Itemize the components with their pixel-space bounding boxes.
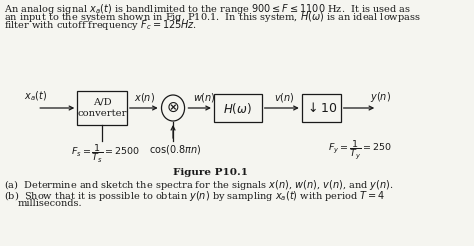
Text: an input to the system shown in Fig. P10.1.  In this system, $H(\omega)$ is an i: an input to the system shown in Fig. P10…: [4, 10, 421, 24]
Text: (b)  Show that it is possible to obtain $y(n)$ by sampling $x_a(t)$ with period : (b) Show that it is possible to obtain $…: [4, 189, 385, 203]
Text: $H(\omega)$: $H(\omega)$: [223, 101, 252, 116]
Text: $\cos(0.8\pi n)$: $\cos(0.8\pi n)$: [148, 143, 201, 156]
Text: A/D
converter: A/D converter: [77, 98, 127, 118]
Text: $\otimes$: $\otimes$: [166, 100, 180, 115]
Text: $x(n)$: $x(n)$: [134, 91, 155, 104]
Text: $v(n)$: $v(n)$: [273, 91, 294, 104]
Text: milliseconds.: milliseconds.: [18, 199, 82, 208]
Bar: [302, 94, 341, 122]
Text: $F_s = \dfrac{1}{T_s} = 2500$: $F_s = \dfrac{1}{T_s} = 2500$: [71, 143, 140, 166]
Circle shape: [162, 95, 184, 121]
Text: $w(n)$: $w(n)$: [192, 91, 216, 104]
Text: (a)  Determine and sketch the spectra for the signals $x(n)$, $w(n)$, $v(n)$, an: (a) Determine and sketch the spectra for…: [4, 178, 394, 192]
Text: filter with cutoff frequency $F_c = 125Hz$.: filter with cutoff frequency $F_c = 125H…: [4, 18, 198, 32]
Text: Figure P10.1: Figure P10.1: [173, 168, 248, 177]
Bar: [77, 91, 127, 125]
Text: $y(n)$: $y(n)$: [370, 90, 391, 104]
Text: An analog signal $x_a(t)$ is bandlimited to the range $900 \leq F \leq 1100$ Hz.: An analog signal $x_a(t)$ is bandlimited…: [4, 2, 411, 16]
Text: $x_a(t)$: $x_a(t)$: [24, 89, 47, 103]
Bar: [214, 94, 262, 122]
Text: $\downarrow 10$: $\downarrow 10$: [305, 101, 337, 115]
Text: $F_y = \dfrac{1}{T_y} = 250$: $F_y = \dfrac{1}{T_y} = 250$: [328, 139, 392, 162]
